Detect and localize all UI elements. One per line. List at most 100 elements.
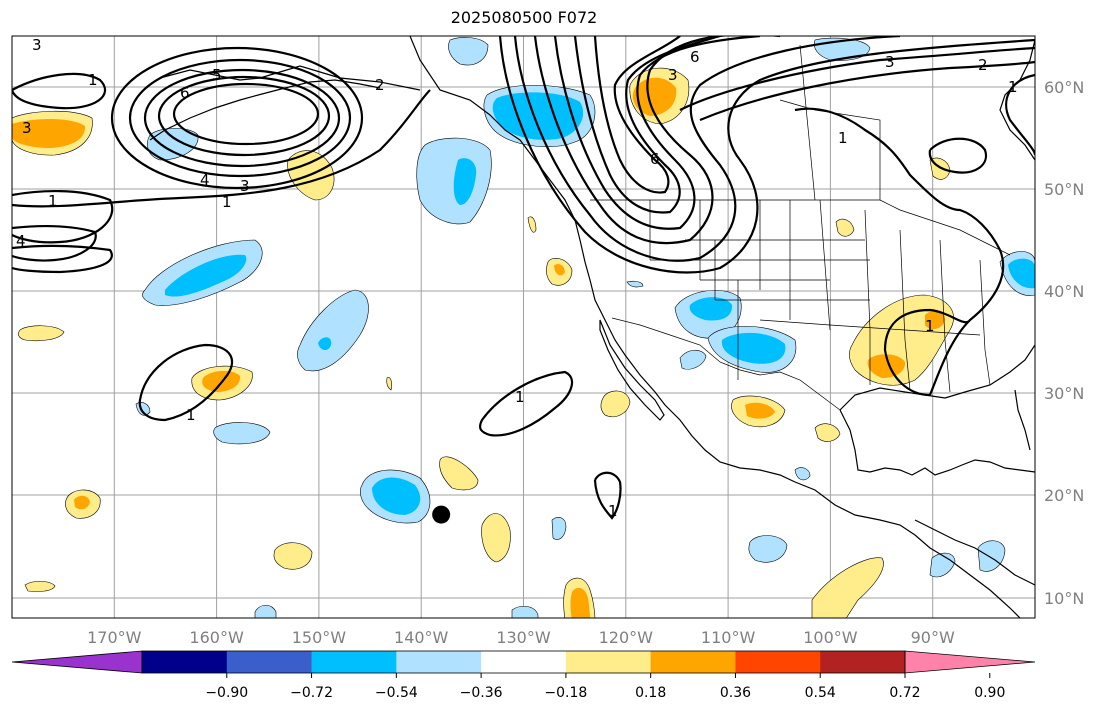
strong-positive-anomaly-region [554,264,565,276]
contour-label: 4 [16,232,26,250]
strong-negative-anomaly-region [453,158,477,205]
contour-label: 1 [838,129,848,147]
contour-label: 3 [885,53,895,71]
longitude-label: 140°W [394,628,449,647]
positive-anomaly-region [24,581,56,592]
colorbar-segment [565,651,652,673]
negative-anomaly-region [254,604,277,618]
contour-label: 4 [200,171,210,189]
map-title: 2025080500 F072 [450,8,598,27]
contour-line [553,36,761,230]
strong-positive-anomaly-region [74,495,90,510]
colorbar-segment [820,651,906,673]
strong-negative-anomaly-region [372,477,421,515]
contour-line [128,58,352,178]
colorbar-tick-label: −0.90 [205,685,248,701]
longitude-label: 130°W [496,628,551,647]
contour-label: 3 [32,36,42,54]
contour-label: 2 [375,76,385,94]
negative-anomaly-region [551,517,567,540]
colorbar-segment [311,651,397,673]
negative-anomaly-region [626,280,644,288]
colorbar-tick-label: 0.54 [805,685,836,701]
contour-label: 6 [180,84,190,102]
contour-label: 1 [186,406,196,424]
strong-negative-anomaly-region [165,254,247,297]
gulf-of-mexico-coast [839,344,1035,476]
colorbar-tick-label: −0.54 [375,685,418,701]
contour-line [593,36,681,194]
contour-line [1005,73,1035,156]
contour-line [110,46,364,190]
latitude-label: 40°N [1044,282,1084,301]
contour-line [12,72,107,110]
negative-anomaly-region [511,606,539,618]
map-frame [11,35,1036,619]
colorbar: −0.90 −0.72 −0.54 −0.36 −0.18 0.18 0.36 0.54 0.7… [11,650,1036,701]
contour-line [172,82,320,146]
positive-anomaly-region [849,294,954,386]
longitude-label: 90°W [911,628,955,647]
colorbar-segment [735,651,821,673]
negative-anomaly-region [794,467,811,481]
contour-line [138,343,234,422]
contour-line [699,60,1035,122]
longitude-label: 110°W [701,628,756,647]
contour-label: 6 [690,48,700,66]
colorbar-segment [481,651,567,673]
positive-anomaly-region [273,542,313,570]
contour-label: 1 [222,193,232,211]
longitude-label: 150°W [292,628,347,647]
strong-negative-anomaly-region [1008,258,1035,289]
negative-anomaly-region [448,37,489,66]
latitude-label: 30°N [1044,384,1084,403]
contour-line [679,46,1035,111]
longitude-label: 120°W [599,628,654,647]
contour-line [12,224,97,262]
positive-anomaly-region [600,390,631,418]
colorbar-segment [396,651,482,673]
colorbar-border [141,650,906,674]
contour-label: 3 [240,177,250,195]
contour-label: 1 [925,317,935,335]
colorbar-segment [11,650,143,674]
strong-positive-anomaly-region [12,119,86,148]
positive-anomaly-region [439,456,479,491]
contour-label: 1 [1008,78,1018,96]
location-marker [432,505,451,524]
latitude-label: 60°N [1044,78,1084,97]
contour-line [573,36,721,214]
strong-positive-anomaly-region [632,77,677,116]
strong-positive-anomaly-region [570,587,590,618]
contour-label: 1 [608,502,618,520]
positive-anomaly-region [811,557,884,618]
central-america [914,519,1035,586]
contour-line [498,36,1035,274]
negative-anomaly-region [929,552,956,578]
contour-line [794,107,1005,397]
longitude-label: 170°W [87,628,142,647]
positive-anomaly-region [386,377,392,391]
positive-anomaly-region [18,325,65,342]
positive-anomaly-region [814,423,841,442]
us-mexico-border [611,317,841,411]
contour-label: 5 [212,66,222,84]
contour-line [12,189,114,244]
longitude-labels: 170°W 160°W 150°W 140°W 130°W 120°W 110°W 100°W… [87,628,955,647]
contour-label: 6 [650,150,660,168]
latitude-labels: 60°N 50°N 40°N 30°N 20°N 10°N [1044,78,1084,608]
contour-line [143,68,341,168]
eastern-coast [999,39,1035,161]
latitude-label: 20°N [1044,486,1084,505]
longitude-label: 160°W [189,628,244,647]
colorbar-segment [226,651,313,673]
strong-positive-anomaly-region [867,354,906,378]
contour-line [12,244,113,274]
contour-label: 1 [48,192,58,210]
strong-negative-anomaly-region [689,297,733,321]
colorbar-segment [142,651,228,673]
north-america-west-coast [409,36,1021,618]
contour-line [593,471,622,520]
colorbar-tick-label: 0.36 [720,685,751,701]
